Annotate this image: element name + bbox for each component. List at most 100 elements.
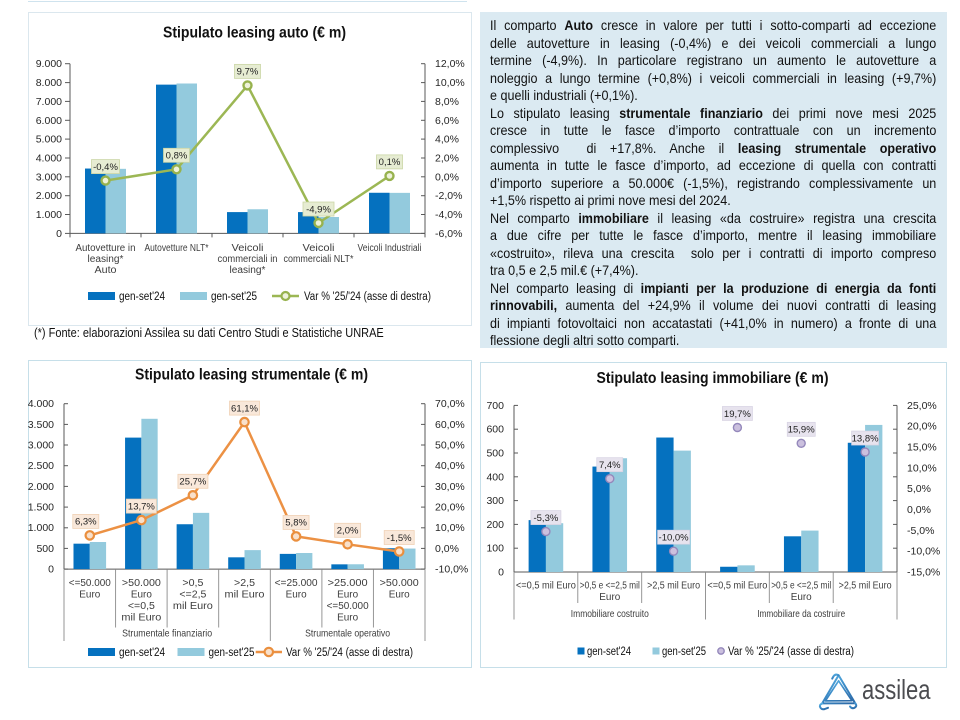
svg-text:commerciali NLT*: commerciali NLT* <box>284 254 354 265</box>
svg-text:0,0%: 0,0% <box>907 504 931 516</box>
svg-text:Stipulato leasing immobiliare: Stipulato leasing immobiliare (€ m) <box>597 370 829 387</box>
svg-text:-4,9%: -4,9% <box>306 204 331 215</box>
svg-text:Strumentale finanziario: Strumentale finanziario <box>122 628 212 640</box>
svg-text:gen-set'25: gen-set'25 <box>211 291 257 303</box>
svg-text:Auto: Auto <box>95 265 117 276</box>
svg-text:10,0%: 10,0% <box>435 77 465 89</box>
svg-text:Veicoli: Veicoli <box>303 243 335 254</box>
svg-text:<=0,5 mil Euro: <=0,5 mil Euro <box>707 581 767 592</box>
svg-text:20,0%: 20,0% <box>435 502 465 514</box>
svg-text:19,7%: 19,7% <box>724 409 751 420</box>
svg-text:leasing*: leasing* <box>88 254 124 265</box>
svg-text:0,1%: 0,1% <box>379 157 401 168</box>
svg-text:>0,5: >0,5 <box>182 578 203 589</box>
svg-text:7,4%: 7,4% <box>599 460 621 471</box>
svg-text:6.000: 6.000 <box>36 115 62 127</box>
svg-text:100: 100 <box>486 543 504 555</box>
svg-text:>50.000: >50.000 <box>380 578 419 589</box>
svg-text:1.500: 1.500 <box>28 502 54 514</box>
svg-text:70,0%: 70,0% <box>435 398 465 410</box>
svg-text:gen-set'24: gen-set'24 <box>119 647 166 659</box>
svg-text:gen-set'25: gen-set'25 <box>662 646 706 658</box>
svg-text:0: 0 <box>48 564 54 576</box>
svg-text:-10,0%: -10,0% <box>435 564 468 576</box>
svg-text:0: 0 <box>56 228 62 240</box>
svg-text:>0,5 e <=2,5 mil: >0,5 e <=2,5 mil <box>771 581 831 592</box>
svg-text:Strumentale operativo: Strumentale operativo <box>305 628 390 640</box>
svg-text:2.000: 2.000 <box>36 190 62 202</box>
svg-text:10,0%: 10,0% <box>907 462 937 474</box>
svg-text:-15,0%: -15,0% <box>907 567 940 579</box>
svg-text:>2,5: >2,5 <box>234 578 255 589</box>
svg-text:Euro: Euro <box>791 592 812 603</box>
svg-text:13,8%: 13,8% <box>852 433 879 444</box>
svg-text:60,0%: 60,0% <box>435 419 465 431</box>
svg-text:0,8%: 0,8% <box>166 151 188 162</box>
svg-text:13,7%: 13,7% <box>128 501 155 512</box>
svg-text:Stipulato leasing strumentale: Stipulato leasing strumentale (€ m) <box>135 367 368 384</box>
svg-text:61,1%: 61,1% <box>231 403 258 414</box>
svg-text:9,7%: 9,7% <box>237 67 259 78</box>
svg-text:Veicoli Industriali: Veicoli Industriali <box>358 243 422 254</box>
svg-text:2.000: 2.000 <box>28 481 54 493</box>
svg-text:700: 700 <box>486 400 504 412</box>
svg-text:10,0%: 10,0% <box>435 522 465 534</box>
svg-text:2,0%: 2,0% <box>337 526 359 537</box>
svg-text:6,3%: 6,3% <box>75 517 97 528</box>
svg-text:12,0%: 12,0% <box>435 58 465 70</box>
svg-text:<=50.000: <=50.000 <box>69 578 111 589</box>
svg-text:mil Euro: mil Euro <box>173 601 213 612</box>
svg-text:50,0%: 50,0% <box>435 440 465 452</box>
svg-text:Var % '25/'24 (asse di destra): Var % '25/'24 (asse di destra) <box>728 646 854 658</box>
svg-text:20,0%: 20,0% <box>907 421 937 433</box>
svg-text:7.000: 7.000 <box>36 96 62 108</box>
svg-text:leasing*: leasing* <box>230 265 266 276</box>
svg-text:6,0%: 6,0% <box>435 115 459 127</box>
svg-text:3.500: 3.500 <box>28 419 54 431</box>
svg-text:Var % '25/'24 (asse di destra): Var % '25/'24 (asse di destra) <box>304 291 431 303</box>
svg-text:2,0%: 2,0% <box>435 153 459 165</box>
svg-text:40,0%: 40,0% <box>435 460 465 472</box>
svg-text:4,0%: 4,0% <box>435 134 459 146</box>
svg-text:-4,0%: -4,0% <box>435 209 462 221</box>
svg-text:0,0%: 0,0% <box>435 171 459 183</box>
svg-text:1.000: 1.000 <box>28 522 54 534</box>
svg-text:mil Euro: mil Euro <box>225 590 265 601</box>
svg-text:0,0%: 0,0% <box>435 543 459 555</box>
svg-text:200: 200 <box>486 519 504 531</box>
svg-text:Euro: Euro <box>131 590 152 601</box>
svg-text:Autovetture in: Autovetture in <box>76 243 136 254</box>
svg-text:15,9%: 15,9% <box>788 425 815 436</box>
svg-text:<=0,5 mil Euro: <=0,5 mil Euro <box>516 581 576 592</box>
svg-text:>25.000: >25.000 <box>328 578 368 589</box>
svg-text:<=0,5: <=0,5 <box>128 601 155 612</box>
svg-text:<=25.000: <=25.000 <box>275 578 318 589</box>
svg-text:Immobiliare costruito: Immobiliare costruito <box>571 608 649 620</box>
svg-text:300: 300 <box>486 495 504 507</box>
svg-text:400: 400 <box>486 471 504 483</box>
svg-text:Veicoli: Veicoli <box>232 243 264 254</box>
svg-text:5.000: 5.000 <box>36 134 62 146</box>
svg-text:4.000: 4.000 <box>28 398 54 410</box>
svg-text:Euro: Euro <box>79 590 100 601</box>
svg-text:Var % '25/'24 (asse di destra): Var % '25/'24 (asse di destra) <box>286 647 413 659</box>
svg-text:<=2,5: <=2,5 <box>179 590 206 601</box>
svg-text:gen-set'24: gen-set'24 <box>119 291 166 303</box>
svg-text:Immobiliare da costruire: Immobiliare da costruire <box>757 608 845 620</box>
svg-text:Autovetture NLT*: Autovetture NLT* <box>145 243 209 254</box>
svg-text:-10,0%: -10,0% <box>907 546 940 558</box>
svg-text:-0,4%: -0,4% <box>93 162 118 173</box>
svg-text:3.000: 3.000 <box>36 171 62 183</box>
svg-text:30,0%: 30,0% <box>435 481 465 493</box>
svg-text:Euro: Euro <box>389 590 410 601</box>
svg-text:<=50.000: <=50.000 <box>327 601 369 612</box>
svg-text:>0,5 e <=2,5 mil: >0,5 e <=2,5 mil <box>580 581 640 592</box>
svg-text:8.000: 8.000 <box>36 77 62 89</box>
svg-text:gen-set'25: gen-set'25 <box>209 647 255 659</box>
svg-text:Euro: Euro <box>599 592 620 603</box>
svg-text:15,0%: 15,0% <box>907 442 937 454</box>
svg-text:>2,5 mil Euro: >2,5 mil Euro <box>647 581 700 592</box>
svg-text:500: 500 <box>486 448 504 460</box>
svg-text:1.000: 1.000 <box>36 209 62 221</box>
svg-text:5,0%: 5,0% <box>907 483 931 495</box>
